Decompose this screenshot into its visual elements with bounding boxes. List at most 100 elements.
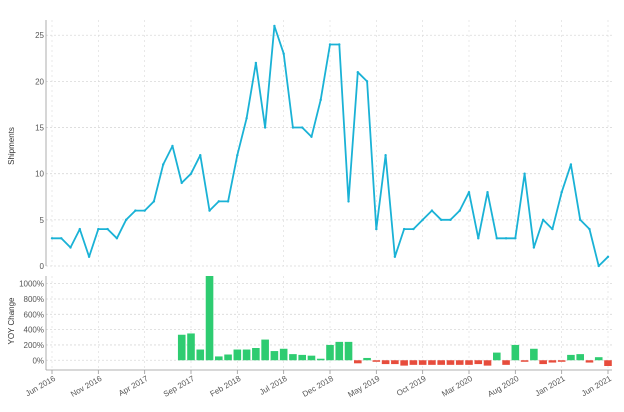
y-tick-label-bottom: 600% xyxy=(24,310,44,319)
x-tick-label: Apr 2017 xyxy=(117,374,150,398)
shipments-point xyxy=(217,200,220,203)
yoy-bar xyxy=(585,360,594,363)
shipments-point xyxy=(495,237,498,240)
x-tick-label: Jun 2021 xyxy=(580,374,613,399)
shipments-point xyxy=(588,227,591,231)
shipments-point xyxy=(597,264,600,268)
x-tick-label: Mar 2020 xyxy=(440,374,474,399)
yoy-bar xyxy=(493,352,501,361)
yoy-bar xyxy=(594,357,603,361)
shipments-point xyxy=(310,135,313,138)
shipments-point xyxy=(50,237,54,240)
yoy-bar xyxy=(270,351,279,361)
shipments-point xyxy=(180,181,183,185)
shipments-point xyxy=(569,163,573,166)
shipments-point xyxy=(523,172,526,175)
y-tick-label-top: 10 xyxy=(35,170,44,179)
shipments-point xyxy=(551,227,554,231)
shipments-point xyxy=(143,209,146,212)
shipments-point xyxy=(97,227,100,231)
yoy-bar xyxy=(224,354,232,361)
shipments-point xyxy=(291,126,295,129)
shipments-point xyxy=(560,190,563,194)
yoy-bar xyxy=(474,360,483,365)
yoy-bar xyxy=(502,360,510,365)
x-tick-label: Sep 2017 xyxy=(162,374,197,399)
shipments-point xyxy=(440,218,443,222)
x-tick-label: Jul 2018 xyxy=(258,374,289,397)
yoy-bar xyxy=(242,349,251,361)
yoy-bar xyxy=(196,349,205,361)
yoy-bar xyxy=(344,341,353,361)
yoy-bar xyxy=(465,360,473,365)
shipments-point xyxy=(365,80,369,83)
shipments-point xyxy=(171,144,174,148)
shipments-point xyxy=(504,237,508,240)
yoy-bar xyxy=(307,355,316,361)
shipments-point xyxy=(514,237,517,240)
shipments-point xyxy=(189,172,193,175)
yoy-bar xyxy=(391,360,399,365)
yoy-bar xyxy=(428,360,436,365)
shipments-point xyxy=(208,209,211,212)
shipments-point xyxy=(347,200,350,203)
shipments-point xyxy=(541,218,545,222)
y-axis-title-top: Shipments xyxy=(7,127,16,165)
yoy-bar xyxy=(335,341,344,361)
shipments-point xyxy=(254,61,258,65)
yoy-bar xyxy=(483,360,492,366)
shipments-point xyxy=(152,200,156,203)
y-tick-label-bottom: 0% xyxy=(32,356,44,365)
shipments-point xyxy=(199,154,202,157)
yoy-bar xyxy=(530,348,538,361)
shipments-point xyxy=(421,218,424,222)
yoy-bar xyxy=(279,348,288,361)
shipments-point xyxy=(579,218,582,222)
x-tick-label: Aug 2020 xyxy=(486,374,521,399)
yoy-bar xyxy=(409,360,418,365)
yoy-bar xyxy=(520,360,529,362)
y-tick-label-bottom: 400% xyxy=(24,326,44,335)
shipments-point xyxy=(486,190,489,194)
shipments-point xyxy=(356,70,359,74)
yoy-bar xyxy=(205,276,214,361)
yoy-bar xyxy=(418,360,427,365)
yoy-bar xyxy=(511,344,520,361)
shipments-point xyxy=(301,126,304,129)
shipments-point xyxy=(430,209,434,212)
y-tick-label-top: 0 xyxy=(40,262,45,271)
yoy-bar xyxy=(604,360,612,366)
shipments-point xyxy=(532,246,536,249)
yoy-bar xyxy=(576,354,584,361)
yoy-bar xyxy=(548,360,557,363)
yoy-bar xyxy=(400,360,408,366)
y-tick-label-top: 20 xyxy=(35,77,44,86)
yoy-bar xyxy=(446,360,455,365)
yoy-bar xyxy=(316,358,325,361)
yoy-bar xyxy=(252,348,260,361)
shipments-point xyxy=(87,255,91,258)
x-tick-label: Dec 2018 xyxy=(301,374,336,399)
shipments-point xyxy=(338,43,341,46)
shipments-point xyxy=(106,227,109,231)
shipments-point xyxy=(263,126,267,129)
shipments-point xyxy=(282,52,285,55)
yoy-bar xyxy=(363,357,371,361)
yoy-bar xyxy=(177,334,186,361)
x-tick-label: May 2019 xyxy=(346,374,381,400)
yoy-bar xyxy=(354,360,362,364)
y-tick-label-bottom: 200% xyxy=(24,341,44,350)
yoy-bar xyxy=(298,354,306,361)
shipments-point xyxy=(319,98,322,102)
shipments-point xyxy=(449,218,452,222)
yoy-bar xyxy=(372,360,381,362)
y-tick-label-bottom: 800% xyxy=(24,295,44,304)
shipments-point xyxy=(375,227,378,231)
shipments-point xyxy=(384,154,387,157)
shipments-point xyxy=(467,190,471,194)
yoy-bar xyxy=(233,349,242,361)
yoy-bar xyxy=(381,360,390,365)
shipments-point xyxy=(393,255,397,258)
